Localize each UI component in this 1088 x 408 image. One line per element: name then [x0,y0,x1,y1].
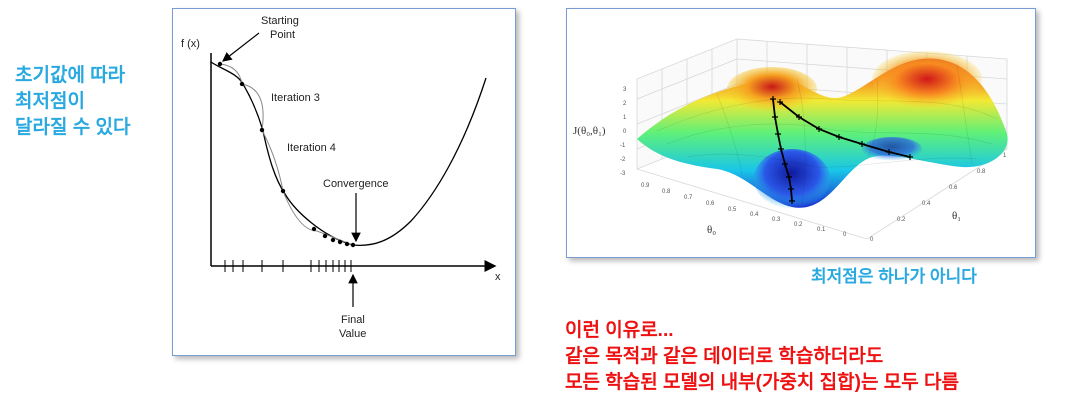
svg-text:0.8: 0.8 [662,189,671,195]
svg-text:0.4: 0.4 [750,212,759,218]
gradient-descent-figure: f (x) x Starting Point Iteration 3 Itera… [172,8,516,356]
x-axis-ticks [224,260,352,272]
svg-text:3: 3 [623,87,627,93]
initial-value-note-line-1: 초기값에 따라 [15,65,126,86]
starting-label-line-1: Starting [261,15,299,27]
svg-text:0.2: 0.2 [794,222,803,228]
iteration-3-label: Iteration 3 [271,92,320,104]
theta0-label: θ₀ [707,224,716,236]
svg-text:0.6: 0.6 [706,201,715,207]
svg-text:0.2: 0.2 [897,217,906,223]
valley-min [754,149,830,209]
initial-value-note-line-3: 달라질 수 있다 [15,117,131,138]
gradient-descent-plot: f (x) x Starting Point Iteration 3 Itera… [181,15,501,340]
initial-value-note-line-2: 최저점이 [15,91,85,112]
valley-right [862,137,922,161]
svg-text:-2: -2 [620,157,626,163]
svg-text:1: 1 [623,115,627,121]
svg-text:0.6: 0.6 [949,185,958,191]
final-label-line-1: Final [341,314,365,326]
conclusion-line-2: 같은 목적과 같은 데이터로 학습하더라도 [565,346,884,367]
svg-text:0.9: 0.9 [641,183,650,189]
conclusion-line-1: 이런 이유로... [565,320,674,341]
descent-markers [770,96,913,204]
cost-curve [210,61,487,247]
starting-label-line-2: Point [270,29,295,41]
peak-right [872,51,982,107]
multiple-minima-caption: 최저점은 하나가 아니다 [811,267,977,286]
conclusion-line-3: 모든 학습된 모델의 내부(가중치 집합)는 모두 다름 [565,372,959,393]
theta1-ticks: 0 0.2 0.4 0.6 0.8 1 [870,153,1007,243]
svg-text:0: 0 [870,237,874,243]
y-axis-label: f (x) [181,38,200,50]
final-label-line-2: Value [339,328,366,340]
conclusion-note: 이런 이유로... 같은 목적과 같은 데이터로 학습하더라도 모든 학습된 모… [565,318,959,396]
loss-surface-plot: J(θ₀,θ₁) θ₀ θ₁ 3 2 1 0 -1 -2 -3 0.9 0.8 … [573,38,1008,243]
theta0-ticks: 0.9 0.8 0.7 0.6 0.5 0.4 0.3 0.2 0.1 0 [641,183,847,238]
convergence-label: Convergence [323,178,388,190]
svg-text:0.7: 0.7 [684,195,693,201]
z-ticks: 3 2 1 0 -1 -2 -3 [620,87,627,177]
starting-arrow [222,32,260,62]
peak-left [727,67,817,111]
iteration-chords [219,63,354,246]
loss-surface-figure: J(θ₀,θ₁) θ₀ θ₁ 3 2 1 0 -1 -2 -3 0.9 0.8 … [566,8,1036,258]
theta1-label: θ₁ [952,210,961,222]
iteration-points [217,61,356,248]
z-axis-label: J(θ₀,θ₁) [573,125,606,137]
svg-text:0: 0 [843,232,847,238]
initial-value-note: 초기값에 따라 최저점이 달라질 수 있다 [15,63,130,141]
surface-mesh [656,63,998,205]
svg-text:0.1: 0.1 [817,227,826,233]
x-axis-label: x [495,271,501,283]
svg-text:-1: -1 [620,143,626,149]
svg-text:0: 0 [623,129,627,135]
svg-text:0.3: 0.3 [772,217,781,223]
svg-text:0.4: 0.4 [922,201,931,207]
svg-text:0.5: 0.5 [728,207,737,213]
svg-text:2: 2 [623,101,627,107]
iteration-4-label: Iteration 4 [287,142,336,154]
svg-text:0.8: 0.8 [977,169,986,175]
svg-text:1: 1 [1003,153,1007,159]
svg-text:-3: -3 [620,171,626,177]
